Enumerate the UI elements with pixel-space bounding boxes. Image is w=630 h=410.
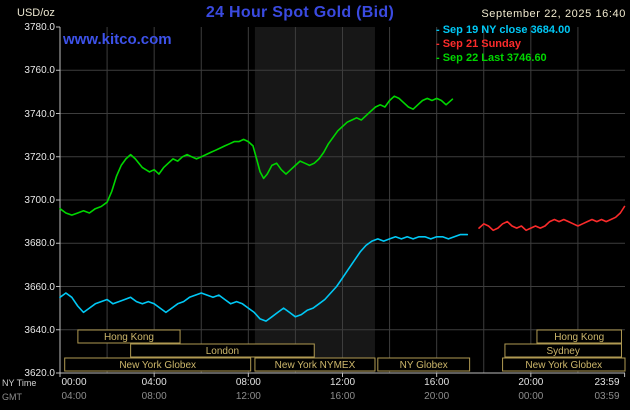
- x-tick-label: 04:00: [141, 377, 167, 388]
- ny-time-axis-label: NY Time: [2, 378, 37, 388]
- x-axis-labels-ny-time: 00:00 04:00 08:00 12:00 16:00 20:00 23:59: [0, 377, 630, 389]
- series-sep-22-last: [59, 95, 454, 216]
- x-tick-label: 12:00: [329, 377, 356, 388]
- legend-item: - Sep 19 NY close 3684.00: [436, 24, 571, 36]
- session-box: [77, 329, 181, 344]
- legend-item: - Sep 22 Last 3746.60: [436, 52, 547, 64]
- session-label: New York Globex: [119, 360, 196, 371]
- kitco-watermark-link[interactable]: www.kitco.com: [63, 31, 172, 48]
- session-box: [377, 357, 471, 372]
- session-box: [536, 329, 622, 344]
- x-tick-label: 23:59: [594, 377, 620, 388]
- session-label: New York Globex: [525, 360, 602, 371]
- x-axis-labels-gmt: 04:00 08:00 12:00 16:00 20:00 00:00 03:59: [0, 391, 630, 403]
- session-label: NY Globex: [400, 360, 448, 371]
- series-sep-21-sunday: [478, 205, 626, 232]
- session-box: [64, 357, 252, 372]
- session-box: [254, 357, 376, 372]
- x-tick-label: 03:59: [594, 391, 620, 402]
- legend: - Sep 19 NY close 3684.00 - Sep 21 Sunday…: [436, 23, 570, 65]
- x-tick-label: 04:00: [61, 391, 87, 402]
- chart-title: 24 Hour Spot Gold (Bid): [205, 4, 395, 21]
- gmt-axis-label: GMT: [2, 392, 22, 402]
- session-label: New York NYMEX: [275, 360, 356, 371]
- x-tick-label: 00:00: [518, 391, 544, 402]
- y-axis-units-label: USD/oz: [17, 7, 55, 19]
- session-label: London: [206, 346, 239, 357]
- legend-item: - Sep 21 Sunday: [436, 38, 521, 50]
- x-tick-label: 16:00: [329, 391, 356, 402]
- session-label: Hong Kong: [554, 332, 604, 343]
- x-tick-label: 20:00: [424, 391, 450, 402]
- x-tick-label: 16:00: [424, 377, 450, 388]
- session-box: [502, 357, 626, 372]
- session-box: [130, 343, 315, 358]
- x-tick-label: 08:00: [235, 377, 261, 388]
- series-sep-19-ny-close: [59, 233, 469, 322]
- x-tick-label: 00:00: [61, 377, 87, 388]
- session-box: [504, 343, 622, 358]
- x-tick-label: 12:00: [235, 391, 261, 402]
- x-tick-label: 20:00: [518, 377, 544, 388]
- session-label: Sydney: [547, 346, 580, 357]
- x-tick-label: 08:00: [141, 391, 167, 402]
- chart-datetime: September 22, 2025 16:40: [481, 8, 626, 20]
- session-label: Hong Kong: [104, 332, 154, 343]
